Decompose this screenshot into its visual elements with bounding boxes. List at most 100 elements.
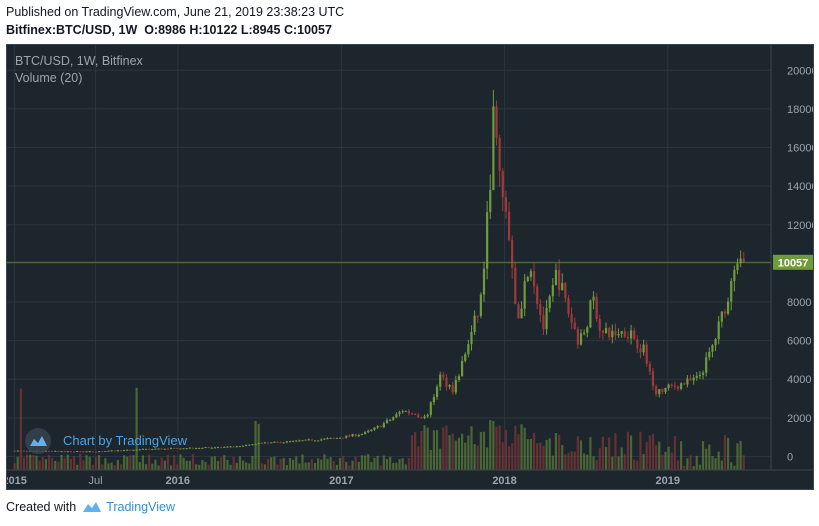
volume-bar [636,460,639,470]
tradingview-cloud-icon[interactable] [81,500,103,514]
volume-bar [248,463,251,470]
volume-bar [723,435,727,470]
volume-bar [82,460,85,470]
volume-bar [492,420,495,470]
volume-bar [714,458,717,470]
candle-body [676,386,680,389]
candle-body [245,444,248,446]
volume-bar [154,459,157,470]
volume-bar [351,460,354,470]
candle-body [188,447,191,449]
candle-body [57,450,60,452]
candle-body [13,450,16,452]
volume-bar [545,439,548,470]
volume-bar [160,457,163,470]
volume-bar [210,456,213,470]
volume-bar [561,444,564,470]
volume-bar [476,445,479,470]
volume-bar [69,458,73,470]
volume-bar [60,454,63,470]
candle-body [517,304,520,319]
volume-bar [276,464,279,470]
chart-panel[interactable]: 0200040006000800010000120001400016000180… [2,44,818,490]
candle-body [392,417,395,420]
volume-bar [736,443,739,470]
volume-bar [589,437,592,470]
volume-bar [101,464,104,470]
candle-body [185,448,188,450]
volume-bar [19,388,22,470]
volume-bar [38,460,41,470]
candle-body [97,451,101,453]
volume-bar [586,454,589,470]
volume-bar [742,455,745,470]
candle-body [664,387,667,392]
candle-body [51,451,54,453]
footer-created: Created with [6,500,77,514]
candle-body [683,383,686,385]
candle-body [633,330,636,340]
volume-bar [304,462,307,470]
volume-bar [667,446,670,470]
candle-body [479,294,482,317]
volume-bar [382,455,385,470]
volume-bar [260,463,263,470]
candle-body [220,447,223,449]
footer-brand[interactable]: TradingView [106,500,175,514]
candle-body [542,314,545,330]
y-tick-label: 2000 [787,413,811,425]
volume-bar [357,461,360,470]
volume-bar [97,455,101,470]
volume-bar [414,432,417,470]
volume-bar [72,456,76,470]
volume-bar [317,458,320,470]
candle-body [398,412,401,415]
candle-body [705,357,708,373]
y-tick-label: 8000 [787,297,811,309]
volume-bar [692,466,695,470]
candle-body [395,414,398,418]
ohlc-summary: Bitfinex:BTC/USD, 1W O:8986 H:10122 L:89… [6,23,332,37]
volume-bar [398,458,401,470]
volume-bar [245,462,248,470]
volume-bar [598,448,601,470]
volume-bar [498,425,501,470]
y-tick-label: 14000 [787,181,813,193]
candle-body [711,345,714,352]
candle-body [389,419,392,421]
candle-body [655,386,658,395]
volume-bar [523,427,526,470]
candle-body [266,442,270,444]
candle-body [617,334,620,336]
volume-bar [88,456,91,470]
volume-bar [179,454,182,470]
volume-bar [169,465,173,470]
x-tick-label: 2015 [7,475,27,487]
candle-body [598,319,601,331]
volume-bar [273,456,276,470]
volume-bar [683,465,686,470]
x-tick-label: 2016 [166,475,190,487]
volume-bar [389,456,392,470]
candle-body [573,322,576,329]
candle-body [72,451,76,453]
candle-body [241,445,245,447]
price-chart[interactable]: 0200040006000800010000120001400016000180… [2,45,818,489]
candle-body [658,389,661,395]
candle-body [232,446,235,448]
volume-bar [542,445,545,470]
watermark[interactable]: Chart by TradingView [25,428,188,454]
volume-bar [104,458,107,470]
candle-body [457,376,461,381]
volume-bar [123,455,126,470]
volume-bar [141,455,144,470]
candle-body [642,344,645,353]
candle-body [626,336,630,339]
candle-body [285,441,288,443]
candle-body [326,438,329,440]
volume-bar [166,454,170,470]
candle-body [201,447,204,449]
volume-bar [470,426,473,470]
volume-bar [251,455,254,470]
